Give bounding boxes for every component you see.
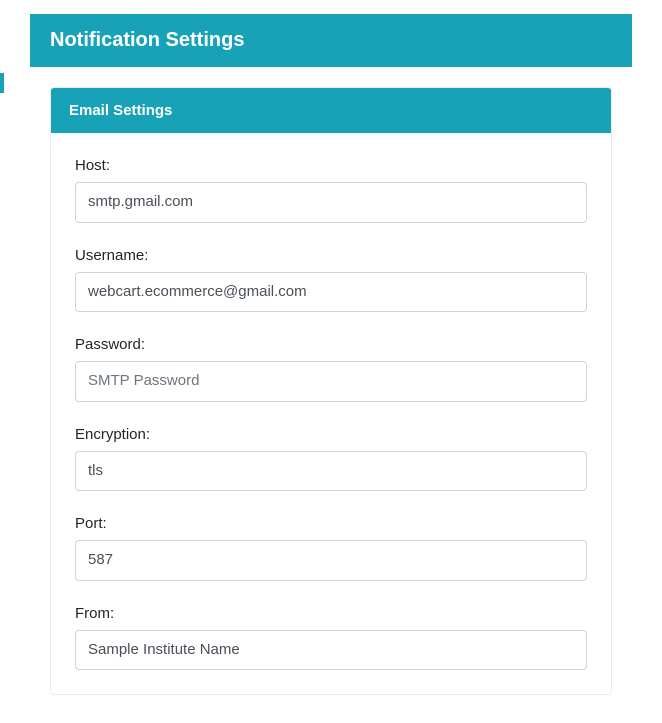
- form-group-encryption: Encryption:: [75, 426, 587, 492]
- port-label: Port:: [75, 515, 587, 532]
- username-input[interactable]: [75, 272, 587, 313]
- form-group-password: Password:: [75, 336, 587, 402]
- from-input[interactable]: [75, 630, 587, 671]
- port-input[interactable]: [75, 540, 587, 581]
- username-label: Username:: [75, 247, 587, 264]
- encryption-input[interactable]: [75, 451, 587, 492]
- encryption-label: Encryption:: [75, 426, 587, 443]
- form-group-from: From:: [75, 605, 587, 671]
- form-group-port: Port:: [75, 515, 587, 581]
- email-settings-form: Host: Username: Password: Encryption: Po: [51, 133, 611, 670]
- page-title: Notification Settings: [30, 14, 632, 67]
- content-area: Email Settings Host: Username: Password:…: [30, 67, 632, 715]
- host-input[interactable]: [75, 182, 587, 223]
- email-settings-card-title: Email Settings: [51, 88, 611, 133]
- form-group-username: Username:: [75, 247, 587, 313]
- password-label: Password:: [75, 336, 587, 353]
- page-root: Notification Settings Email Settings Hos…: [0, 14, 662, 723]
- page-header: Notification Settings: [30, 14, 632, 67]
- from-label: From:: [75, 605, 587, 622]
- password-input[interactable]: [75, 361, 587, 402]
- email-settings-card: Email Settings Host: Username: Password:…: [50, 87, 612, 695]
- host-label: Host:: [75, 157, 587, 174]
- form-group-host: Host:: [75, 157, 587, 223]
- sidebar-active-stripe: [0, 73, 4, 93]
